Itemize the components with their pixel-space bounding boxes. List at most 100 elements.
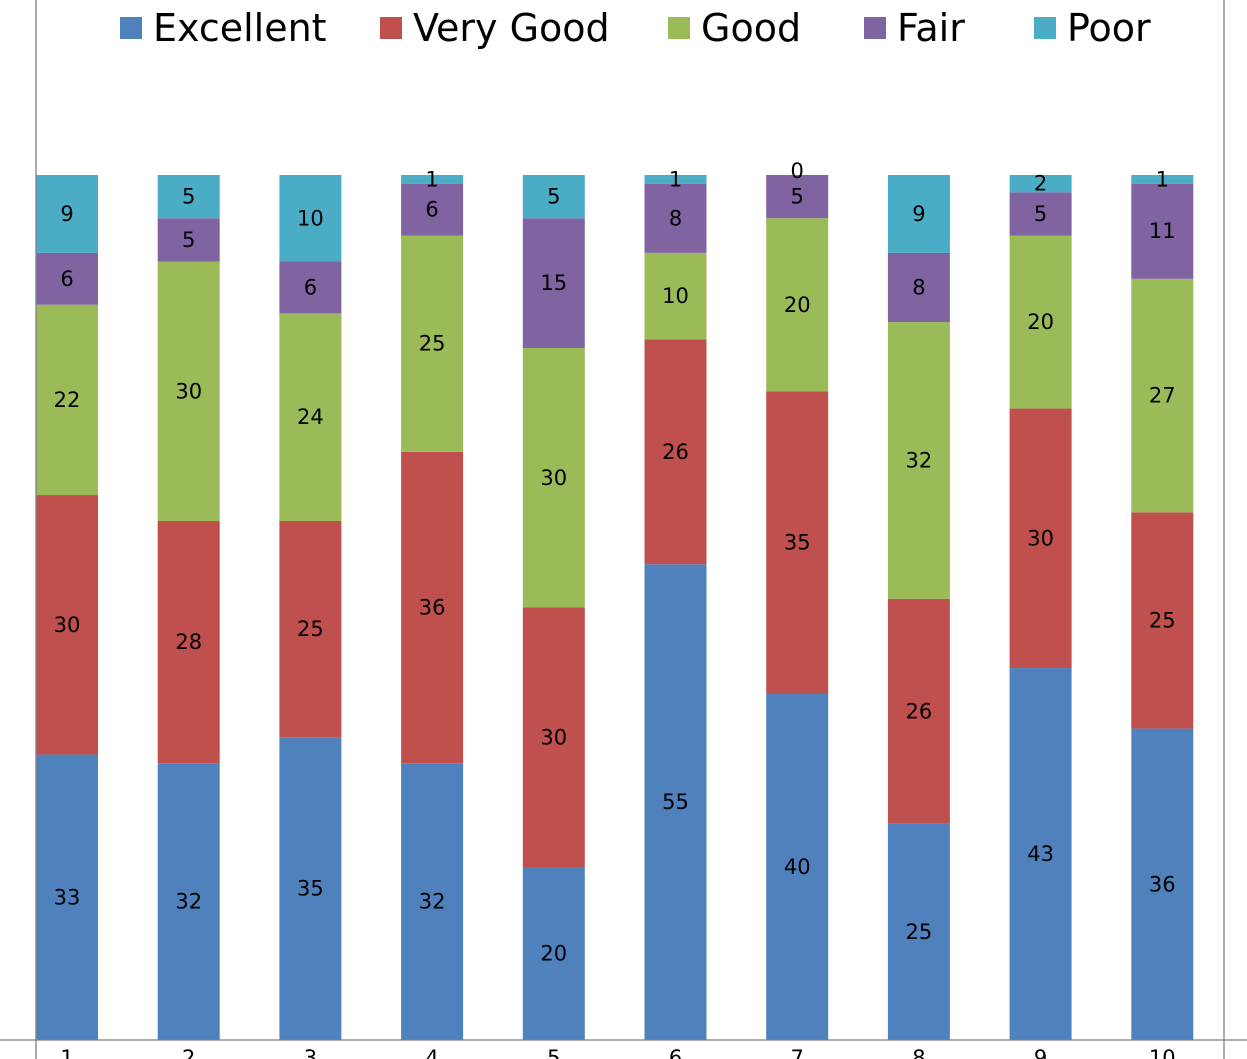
data-label-excellent-5: 20 bbox=[540, 942, 567, 966]
bar-segment-fair-6 bbox=[644, 183, 707, 253]
data-label-excellent-9: 43 bbox=[1027, 842, 1054, 866]
data-label-good-7: 20 bbox=[784, 293, 811, 317]
bar-segment-good-6 bbox=[644, 252, 707, 340]
data-label-very-good-8: 26 bbox=[906, 699, 933, 723]
bar-stack-8: 25 26 32 8 9 bbox=[887, 175, 950, 1040]
data-label-good-1: 22 bbox=[54, 388, 81, 412]
bar-segment-poor-5 bbox=[522, 175, 585, 219]
data-label-fair-1: 6 bbox=[60, 267, 73, 291]
legend-item-fair: Fair bbox=[864, 6, 965, 50]
x-tick-label-7: 7 bbox=[791, 1046, 804, 1059]
bar-segment-good-1 bbox=[36, 304, 98, 496]
bar-segment-poor-3 bbox=[279, 175, 342, 262]
data-label-good-9: 20 bbox=[1027, 310, 1054, 334]
bar-stack-1: 33 30 22 6 9 bbox=[36, 175, 98, 1040]
x-tick-label-4: 4 bbox=[425, 1046, 438, 1059]
bar-segment-excellent-10 bbox=[1131, 728, 1194, 1040]
bar-segment-very-good-7 bbox=[766, 391, 829, 694]
legend: Excellent Very Good Good Fair Poor bbox=[120, 6, 1151, 50]
data-label-fair-10: 11 bbox=[1149, 219, 1176, 243]
bar-segment-very-good-5 bbox=[522, 607, 585, 867]
bar-stack-9: 43 30 20 5 2 bbox=[1009, 172, 1072, 1040]
bar-segment-excellent-5 bbox=[522, 867, 585, 1040]
x-tick-label-3: 3 bbox=[304, 1046, 317, 1059]
x-tick-label-6: 6 bbox=[669, 1046, 682, 1059]
data-label-poor-5: 5 bbox=[547, 185, 560, 209]
data-label-very-good-5: 30 bbox=[540, 725, 567, 749]
bar-segment-good-5 bbox=[522, 348, 585, 608]
bar-segment-good-7 bbox=[766, 218, 829, 392]
bar-segment-fair-10 bbox=[1131, 183, 1194, 279]
x-tick-label-2: 2 bbox=[182, 1046, 195, 1059]
legend-item-excellent: Excellent bbox=[120, 6, 327, 50]
legend-swatch-good bbox=[668, 17, 690, 39]
data-label-poor-10: 1 bbox=[1156, 167, 1169, 191]
data-label-fair-4: 6 bbox=[425, 198, 438, 222]
data-label-excellent-7: 40 bbox=[784, 855, 811, 879]
data-label-excellent-2: 32 bbox=[175, 890, 202, 914]
bar-segment-excellent-2 bbox=[157, 763, 220, 1040]
legend-swatch-very-good bbox=[380, 17, 402, 39]
bar-stack-2: 32 28 30 5 5 bbox=[157, 175, 220, 1040]
x-tick-label-1: 1 bbox=[60, 1046, 73, 1059]
bar-segment-very-good-8 bbox=[887, 598, 950, 824]
bar-segment-very-good-4 bbox=[401, 451, 464, 764]
legend-label-good: Good bbox=[701, 6, 801, 50]
data-label-excellent-4: 32 bbox=[419, 890, 446, 914]
bar-stack-6: 55 26 10 8 1 bbox=[644, 167, 707, 1040]
data-label-good-6: 10 bbox=[662, 284, 689, 308]
data-label-fair-5: 15 bbox=[540, 271, 567, 295]
bar-segment-excellent-3 bbox=[279, 737, 342, 1040]
bar-segment-good-4 bbox=[401, 235, 464, 452]
legend-swatch-poor bbox=[1034, 17, 1056, 39]
x-tick-label-10: 10 bbox=[1149, 1046, 1176, 1059]
data-label-very-good-1: 30 bbox=[54, 613, 81, 637]
bar-segment-poor-4 bbox=[401, 175, 464, 184]
bar-segment-poor-10 bbox=[1131, 175, 1194, 184]
bar-stack-7: 40 35 20 50 bbox=[766, 159, 829, 1040]
data-label-excellent-10: 36 bbox=[1149, 872, 1176, 896]
legend-item-poor: Poor bbox=[1034, 6, 1151, 50]
legend-swatch-fair bbox=[864, 17, 886, 39]
bar-segment-very-good-2 bbox=[157, 521, 220, 764]
data-label-fair-7: 5 bbox=[791, 185, 804, 209]
data-label-good-2: 30 bbox=[175, 379, 202, 403]
data-label-very-good-7: 35 bbox=[784, 531, 811, 555]
bar-segment-very-good-1 bbox=[36, 495, 98, 755]
data-label-good-5: 30 bbox=[540, 466, 567, 490]
legend-label-very-good: Very Good bbox=[413, 6, 610, 50]
data-label-fair-6: 8 bbox=[669, 206, 682, 230]
bar-segment-fair-5 bbox=[522, 218, 585, 348]
legend-item-good: Good bbox=[668, 6, 801, 50]
bar-segment-good-2 bbox=[157, 261, 220, 521]
data-label-very-good-3: 25 bbox=[297, 617, 324, 641]
x-tick-label-8: 8 bbox=[912, 1046, 925, 1059]
legend-item-very-good: Very Good bbox=[380, 6, 610, 50]
x-tick-label-5: 5 bbox=[547, 1046, 560, 1059]
bar-segment-fair-1 bbox=[36, 252, 98, 305]
data-label-good-4: 25 bbox=[419, 332, 446, 356]
bar-segment-fair-7 bbox=[766, 175, 829, 219]
bar-segment-good-9 bbox=[1009, 235, 1072, 409]
data-label-poor-8: 9 bbox=[912, 202, 925, 226]
bar-stack-4: 32 36 25 6 1 bbox=[401, 167, 464, 1040]
legend-label-fair: Fair bbox=[897, 6, 965, 50]
data-label-very-good-10: 25 bbox=[1149, 608, 1176, 632]
bar-segment-poor-6 bbox=[644, 175, 707, 184]
plot-area: 3330226932283055352524610323625612030301… bbox=[36, 159, 1194, 1040]
data-label-poor-4: 1 bbox=[425, 167, 438, 191]
data-label-excellent-8: 25 bbox=[906, 920, 933, 944]
data-label-good-10: 27 bbox=[1149, 384, 1176, 408]
data-label-very-good-9: 30 bbox=[1027, 526, 1054, 550]
bar-segment-excellent-9 bbox=[1009, 668, 1072, 1040]
bar-segment-fair-2 bbox=[157, 218, 220, 262]
bar-segment-poor-8 bbox=[887, 175, 950, 253]
bar-segment-excellent-4 bbox=[401, 763, 464, 1040]
data-label-poor-1: 9 bbox=[60, 202, 73, 226]
x-tick-label-9: 9 bbox=[1034, 1046, 1047, 1059]
data-label-fair-9: 5 bbox=[1034, 202, 1047, 226]
legend-swatch-excellent bbox=[120, 17, 142, 39]
